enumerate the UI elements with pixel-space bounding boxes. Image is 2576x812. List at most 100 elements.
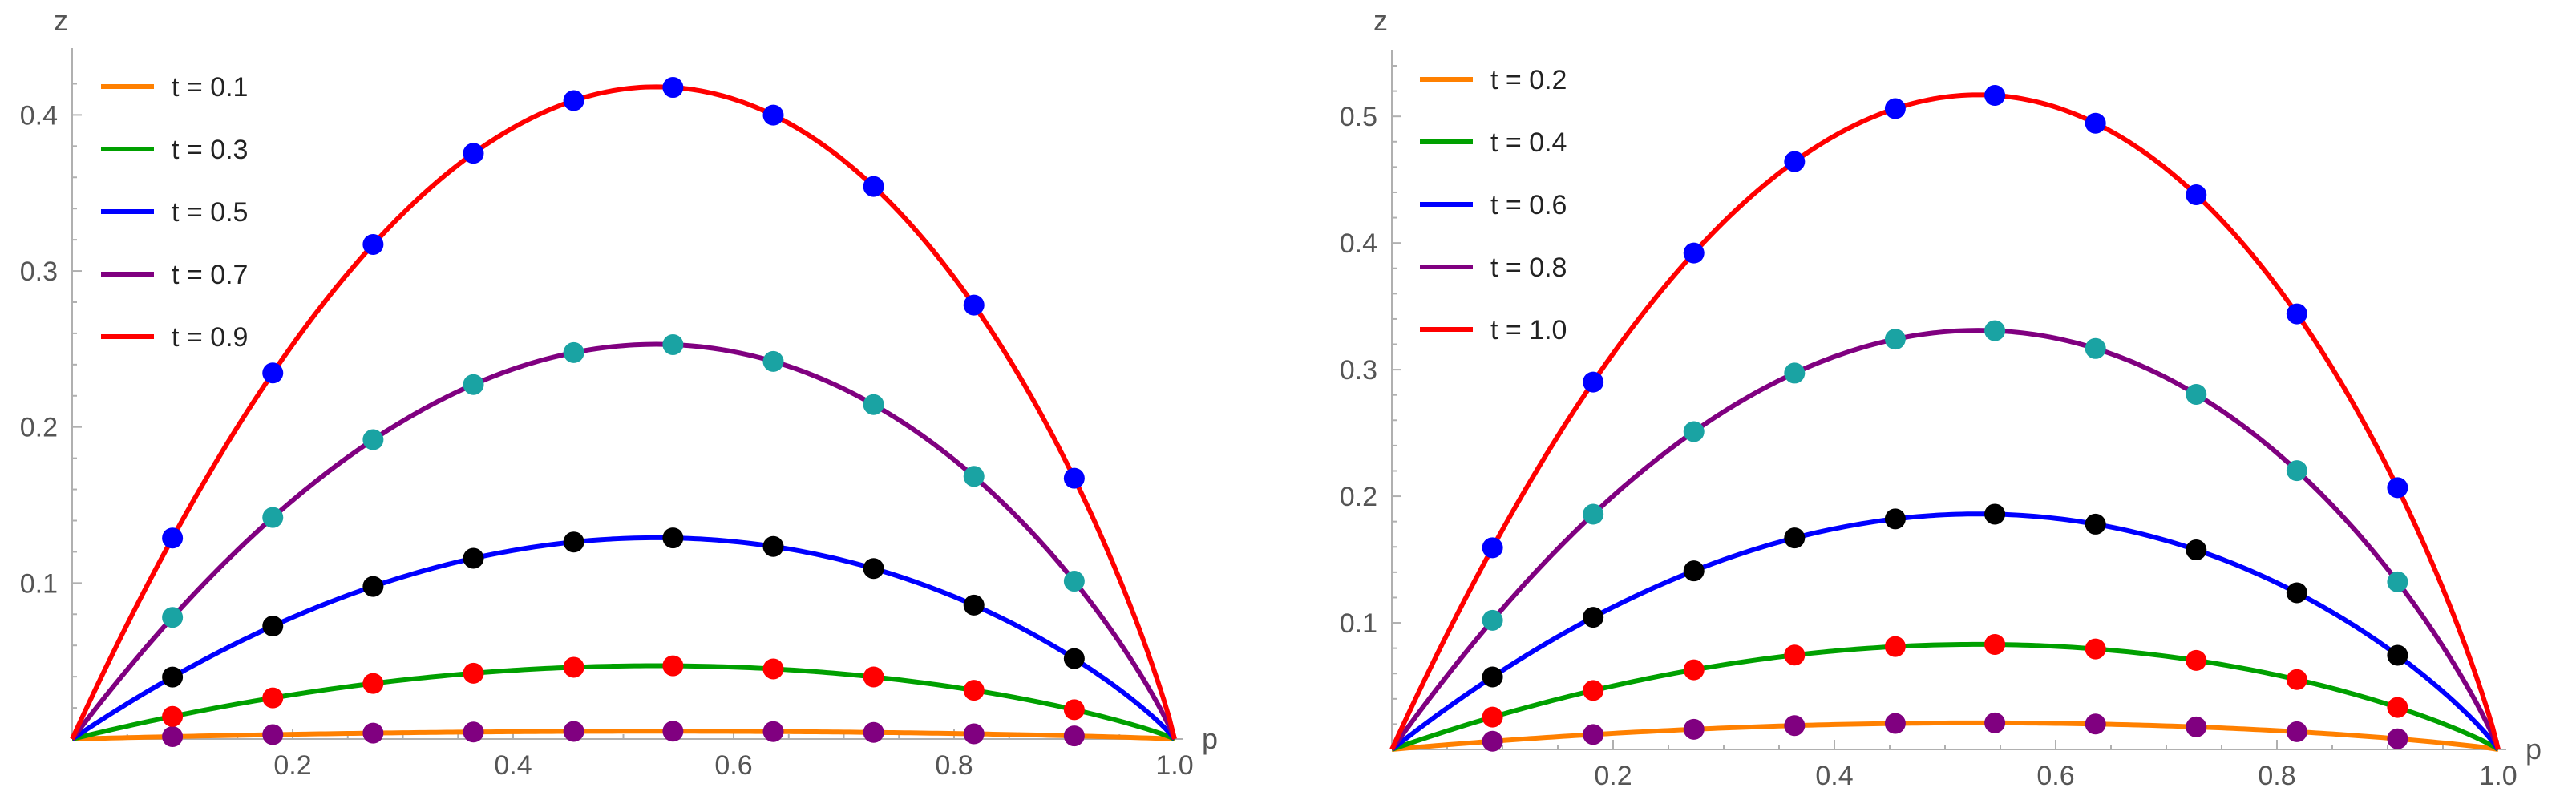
series-1-marker bbox=[2286, 721, 2307, 742]
y-tick-label: 0.2 bbox=[1340, 482, 1377, 512]
x-tick-label: 0.6 bbox=[2036, 761, 2074, 791]
series-5-marker bbox=[362, 233, 384, 255]
series-1-marker bbox=[662, 721, 684, 742]
series-line-5 bbox=[70, 84, 1177, 741]
series-4-marker bbox=[963, 466, 985, 487]
series-3-marker bbox=[463, 547, 484, 569]
series-1-marker bbox=[2085, 713, 2106, 735]
series-5-marker bbox=[2186, 184, 2207, 206]
series-4-marker bbox=[2286, 460, 2307, 482]
series-5-marker bbox=[1583, 371, 1604, 393]
series-4-marker bbox=[162, 607, 184, 628]
x-tick-label: 0.2 bbox=[1594, 761, 1632, 791]
y-tick-label: 0.1 bbox=[20, 568, 58, 599]
legend-label-5: t = 1.0 bbox=[1490, 315, 1567, 345]
series-5-marker bbox=[1884, 98, 1906, 119]
x-tick-label: 1.0 bbox=[1155, 750, 1193, 781]
x-tick-label: 0.8 bbox=[935, 750, 973, 781]
series-1-marker bbox=[1884, 713, 1906, 734]
series-4-marker bbox=[362, 429, 384, 450]
legend-label-2: t = 0.4 bbox=[1490, 127, 1567, 158]
series-4-marker bbox=[863, 394, 884, 415]
series-5-marker bbox=[162, 527, 184, 549]
series-5-marker bbox=[2286, 303, 2307, 325]
y-tick-label: 0.5 bbox=[1340, 102, 1377, 132]
series-4-marker bbox=[1583, 503, 1604, 525]
series-5-marker bbox=[1063, 467, 1085, 489]
x-tick-label: 0.4 bbox=[494, 750, 532, 781]
series-4-marker bbox=[2387, 571, 2408, 592]
series-2-marker bbox=[863, 666, 884, 688]
y-tick-label: 0.3 bbox=[1340, 355, 1377, 386]
y-tick-label: 0.1 bbox=[1340, 608, 1377, 639]
series-1-marker bbox=[162, 726, 184, 748]
series-3-marker bbox=[162, 666, 184, 688]
x-tick-label: 0.4 bbox=[1815, 761, 1853, 791]
series-5-marker bbox=[963, 294, 985, 316]
series-3-marker bbox=[2085, 513, 2106, 535]
series-4-marker bbox=[262, 507, 284, 528]
x-tick-label: 0.2 bbox=[273, 750, 311, 781]
series-2-marker bbox=[2286, 669, 2307, 690]
series-4-marker bbox=[662, 333, 684, 355]
series-4-marker bbox=[1984, 320, 2006, 341]
series-1-marker bbox=[2186, 716, 2207, 737]
series-3-marker bbox=[1482, 666, 1503, 688]
series-1-marker bbox=[762, 721, 784, 742]
x-tick-label: 0.6 bbox=[714, 750, 752, 781]
series-4-marker bbox=[463, 374, 484, 395]
x-tick-label: 1.0 bbox=[2479, 761, 2517, 791]
series-5-marker bbox=[463, 143, 484, 164]
series-1-marker bbox=[463, 721, 484, 743]
series-line-3 bbox=[71, 535, 1177, 741]
series-4-marker bbox=[1784, 362, 1806, 384]
series-line-4 bbox=[70, 341, 1177, 741]
series-4-marker bbox=[1884, 329, 1906, 350]
series-1-marker bbox=[1984, 712, 2006, 733]
series-4-marker bbox=[563, 341, 584, 363]
series-3-marker bbox=[362, 576, 384, 597]
series-5-marker bbox=[662, 77, 684, 99]
x-tick-label: 0.8 bbox=[2258, 761, 2295, 791]
series-4-marker bbox=[762, 350, 784, 372]
series-4-marker bbox=[1683, 421, 1705, 442]
series-2-marker bbox=[1683, 659, 1705, 681]
y-tick-label: 0.3 bbox=[20, 257, 58, 287]
series-1-marker bbox=[1784, 715, 1806, 737]
series-5-marker bbox=[563, 90, 584, 111]
series-5-marker bbox=[262, 362, 284, 384]
series-line-2 bbox=[71, 663, 1176, 741]
legend-label-3: t = 0.6 bbox=[1490, 190, 1567, 220]
series-3-marker bbox=[1884, 508, 1906, 530]
series-4-marker bbox=[1482, 609, 1503, 631]
legend-label-4: t = 0.8 bbox=[1490, 252, 1567, 283]
series-1-marker bbox=[563, 721, 584, 742]
series-line-5 bbox=[1389, 92, 2501, 751]
series-3-marker bbox=[662, 527, 684, 549]
series-2-marker bbox=[1482, 706, 1503, 728]
legend-label-2: t = 0.3 bbox=[172, 135, 248, 165]
legend-label-1: t = 0.1 bbox=[172, 72, 248, 103]
series-2-marker bbox=[2085, 638, 2106, 660]
series-5-marker bbox=[1784, 151, 1806, 172]
y-tick-label: 0.4 bbox=[1340, 228, 1377, 259]
series-line-2 bbox=[1391, 641, 2500, 752]
series-1-marker bbox=[1482, 730, 1503, 752]
y-tick-label: 0.4 bbox=[20, 100, 58, 131]
series-3-marker bbox=[963, 594, 985, 616]
series-line-1 bbox=[71, 729, 1175, 741]
y-axis-label: z bbox=[54, 4, 68, 37]
series-3-marker bbox=[1683, 560, 1705, 582]
series-2-marker bbox=[1063, 699, 1085, 721]
series-line-1 bbox=[1391, 720, 2499, 752]
legend-label-5: t = 0.9 bbox=[172, 322, 248, 353]
series-4-marker bbox=[1063, 571, 1085, 592]
series-5-marker bbox=[2387, 477, 2408, 499]
series-5-marker bbox=[2085, 112, 2106, 134]
x-axis-label: p bbox=[1202, 722, 1218, 755]
series-2-marker bbox=[762, 658, 784, 680]
y-tick-label: 0.2 bbox=[20, 413, 58, 443]
series-5-marker bbox=[762, 104, 784, 126]
series-1-marker bbox=[1583, 724, 1604, 745]
